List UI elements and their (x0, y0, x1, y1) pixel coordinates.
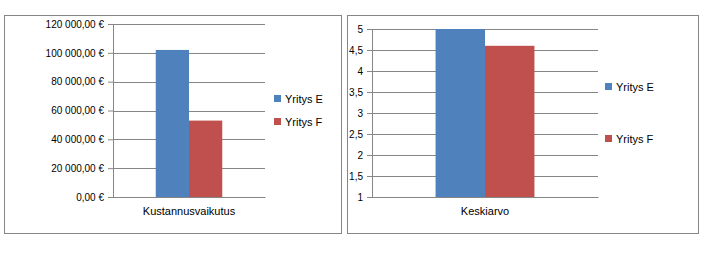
axis-line (373, 197, 599, 198)
x-axis: Keskiarvo (373, 197, 599, 217)
bar (189, 121, 222, 197)
legend-label: Yritys F (285, 116, 323, 128)
tick-mark (108, 53, 113, 54)
y-axis: 1 1,5 2 2,5 3 3,5 4 4,5 5 (349, 24, 372, 203)
tick: 100 000,00 € (46, 48, 113, 59)
tick-label: 4 (357, 66, 363, 77)
legend-item: Yritys E (605, 81, 654, 93)
axis-line (372, 30, 373, 198)
tick-mark (108, 24, 113, 25)
legend-item: Yritys F (605, 133, 654, 145)
tick-label: Kustannusvaikutus (143, 205, 236, 217)
grid (372, 30, 598, 198)
legend: Yritys E Yritys F (274, 93, 323, 128)
tick-label: 0,00 € (76, 192, 104, 203)
panel-border (5, 16, 342, 234)
tick: 4,5 (349, 45, 372, 56)
legend-swatch (605, 135, 612, 142)
legend-swatch (605, 83, 612, 90)
chart-panel: 0,00 € 20 000,00 € 40 000,00 € 60 000,00 € 8… (5, 16, 342, 234)
grid (113, 25, 265, 198)
tick: 3,5 (349, 87, 372, 98)
legend-label: Yritys F (616, 133, 654, 145)
plot-area: 0,00 € 20 000,00 € 40 000,00 € 60 000,00 € 8… (46, 19, 266, 217)
tick-label: 40 000,00 € (51, 134, 104, 145)
axis-line (114, 197, 266, 198)
tick: 60 000,00 € (51, 105, 113, 116)
legend-label: Yritys E (285, 93, 323, 105)
bar (485, 46, 534, 197)
tick-mark (367, 155, 372, 156)
tick: 5 (357, 24, 372, 35)
tick: 4 (357, 66, 372, 77)
tick-mark (108, 197, 113, 198)
tick-mark (367, 92, 372, 93)
tick-label: 5 (357, 24, 363, 35)
tick: Kustannusvaikutus (143, 197, 236, 217)
tick: 0,00 € (76, 192, 113, 203)
tick: 3 (357, 108, 372, 119)
legend-swatch (274, 95, 281, 102)
tick-label: 2,5 (349, 129, 363, 140)
tick-mark (367, 29, 372, 30)
tick-label: Keskiarvo (461, 205, 509, 217)
legend-label: Yritys E (616, 81, 654, 93)
tick-mark (367, 176, 372, 177)
panel-border (348, 16, 699, 234)
tick-mark (108, 168, 113, 169)
legend-swatch (274, 118, 281, 125)
bars (436, 29, 535, 197)
tick-label: 1,5 (349, 171, 363, 182)
tick-label: 120 000,00 € (46, 19, 105, 30)
tick-mark (108, 139, 113, 140)
grid-line (372, 197, 598, 198)
tick-mark (367, 134, 372, 135)
tick-mark (367, 197, 372, 198)
tick: 1,5 (349, 171, 372, 182)
tick: 1 (357, 192, 372, 203)
tick-mark (367, 50, 372, 51)
plot-area: 1 1,5 2 2,5 3 3,5 4 4,5 5 Keskiarvo (349, 24, 598, 217)
tick-mark (108, 111, 113, 112)
tick: Keskiarvo (461, 197, 509, 217)
tick: 2,5 (349, 129, 372, 140)
tick: 40 000,00 € (51, 134, 113, 145)
tick: 80 000,00 € (51, 76, 113, 87)
tick: 20 000,00 € (51, 163, 113, 174)
axis-line (113, 25, 114, 198)
bar (156, 50, 189, 197)
legend-item: Yritys E (274, 93, 323, 105)
tick-label: 80 000,00 € (51, 76, 104, 87)
tick-mark (108, 82, 113, 83)
x-axis: Kustannusvaikutus (114, 197, 266, 217)
tick-label: 3,5 (349, 87, 363, 98)
tick: 2 (357, 150, 372, 161)
tick-label: 4,5 (349, 45, 363, 56)
tick-label: 100 000,00 € (46, 48, 105, 59)
tick-label: 60 000,00 € (51, 105, 104, 116)
tick-label: 3 (357, 108, 363, 119)
bar (436, 29, 485, 197)
bars (156, 50, 223, 197)
grid-line (113, 24, 265, 25)
y-axis: 0,00 € 20 000,00 € 40 000,00 € 60 000,00 € 8… (46, 19, 114, 203)
legend-item: Yritys F (274, 116, 323, 128)
chart-panel: 11,522,533,544,55KeskiarvoYritys EYritys… (348, 16, 699, 234)
tick: 120 000,00 € (46, 19, 113, 30)
tick-mark (367, 71, 372, 72)
tick-mark (367, 113, 372, 114)
grid-line (113, 197, 265, 198)
legend: Yritys E Yritys F (605, 81, 654, 145)
tick-label: 2 (357, 150, 363, 161)
tick-label: 20 000,00 € (51, 163, 104, 174)
tick-label: 1 (357, 192, 363, 203)
figure: 0,00 € 20 000,00 € 40 000,00 € 60 000,00 € 8… (0, 0, 702, 255)
